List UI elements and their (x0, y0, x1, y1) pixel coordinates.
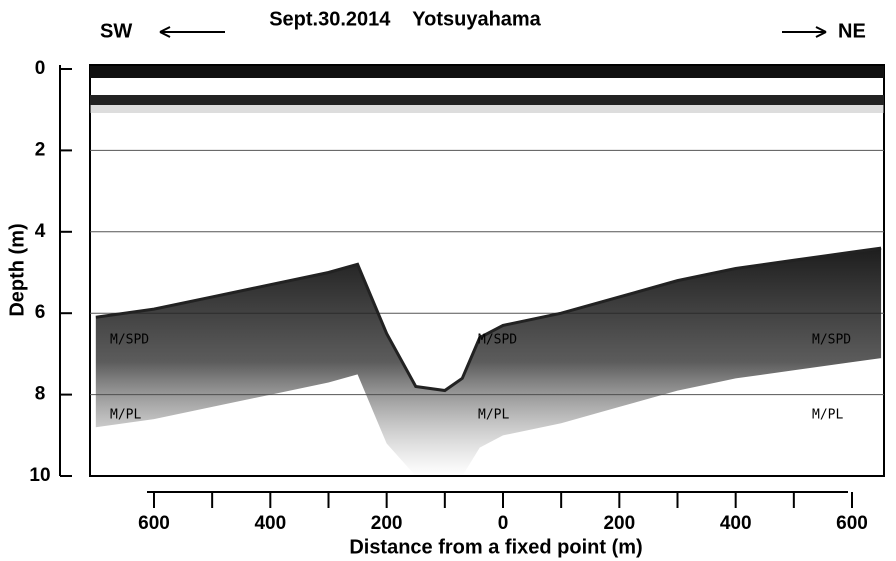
annotation: M/PL (110, 408, 141, 423)
chart-title: Sept.30.2014 Yotsuyahama (269, 8, 541, 30)
y-tick-label: 4 (35, 221, 46, 242)
x-tick-label: 200 (603, 513, 635, 534)
y-tick-label: 0 (35, 58, 46, 79)
annotation: M/SPD (110, 333, 149, 348)
surface-band (90, 66, 884, 78)
x-axis-label: Distance from a fixed point (m) (349, 536, 642, 558)
y-tick-label: 10 (29, 465, 50, 486)
surface-band (90, 105, 884, 113)
y-tick-label: 6 (35, 302, 46, 323)
echo-body (95, 248, 882, 476)
annotation: M/SPD (812, 333, 851, 348)
annotation: M/PL (478, 408, 509, 423)
x-tick-label: 400 (254, 513, 286, 534)
left-direction: SW (100, 20, 132, 42)
annotation: M/SPD (478, 333, 517, 348)
arrow-head (815, 26, 827, 38)
seabed-line (95, 246, 882, 393)
x-tick-label: 0 (498, 513, 509, 534)
y-tick-label: 8 (35, 384, 46, 405)
x-tick-label: 600 (836, 513, 868, 534)
annotation: M/PL (812, 408, 843, 423)
x-tick-label: 600 (138, 513, 170, 534)
y-axis-label: Depth (m) (6, 223, 28, 316)
y-tick-label: 2 (35, 139, 46, 160)
x-tick-label: 200 (371, 513, 403, 534)
arrow-head (159, 26, 171, 38)
x-tick-label: 400 (720, 513, 752, 534)
surface-band (90, 95, 884, 105)
right-direction: NE (838, 20, 866, 42)
